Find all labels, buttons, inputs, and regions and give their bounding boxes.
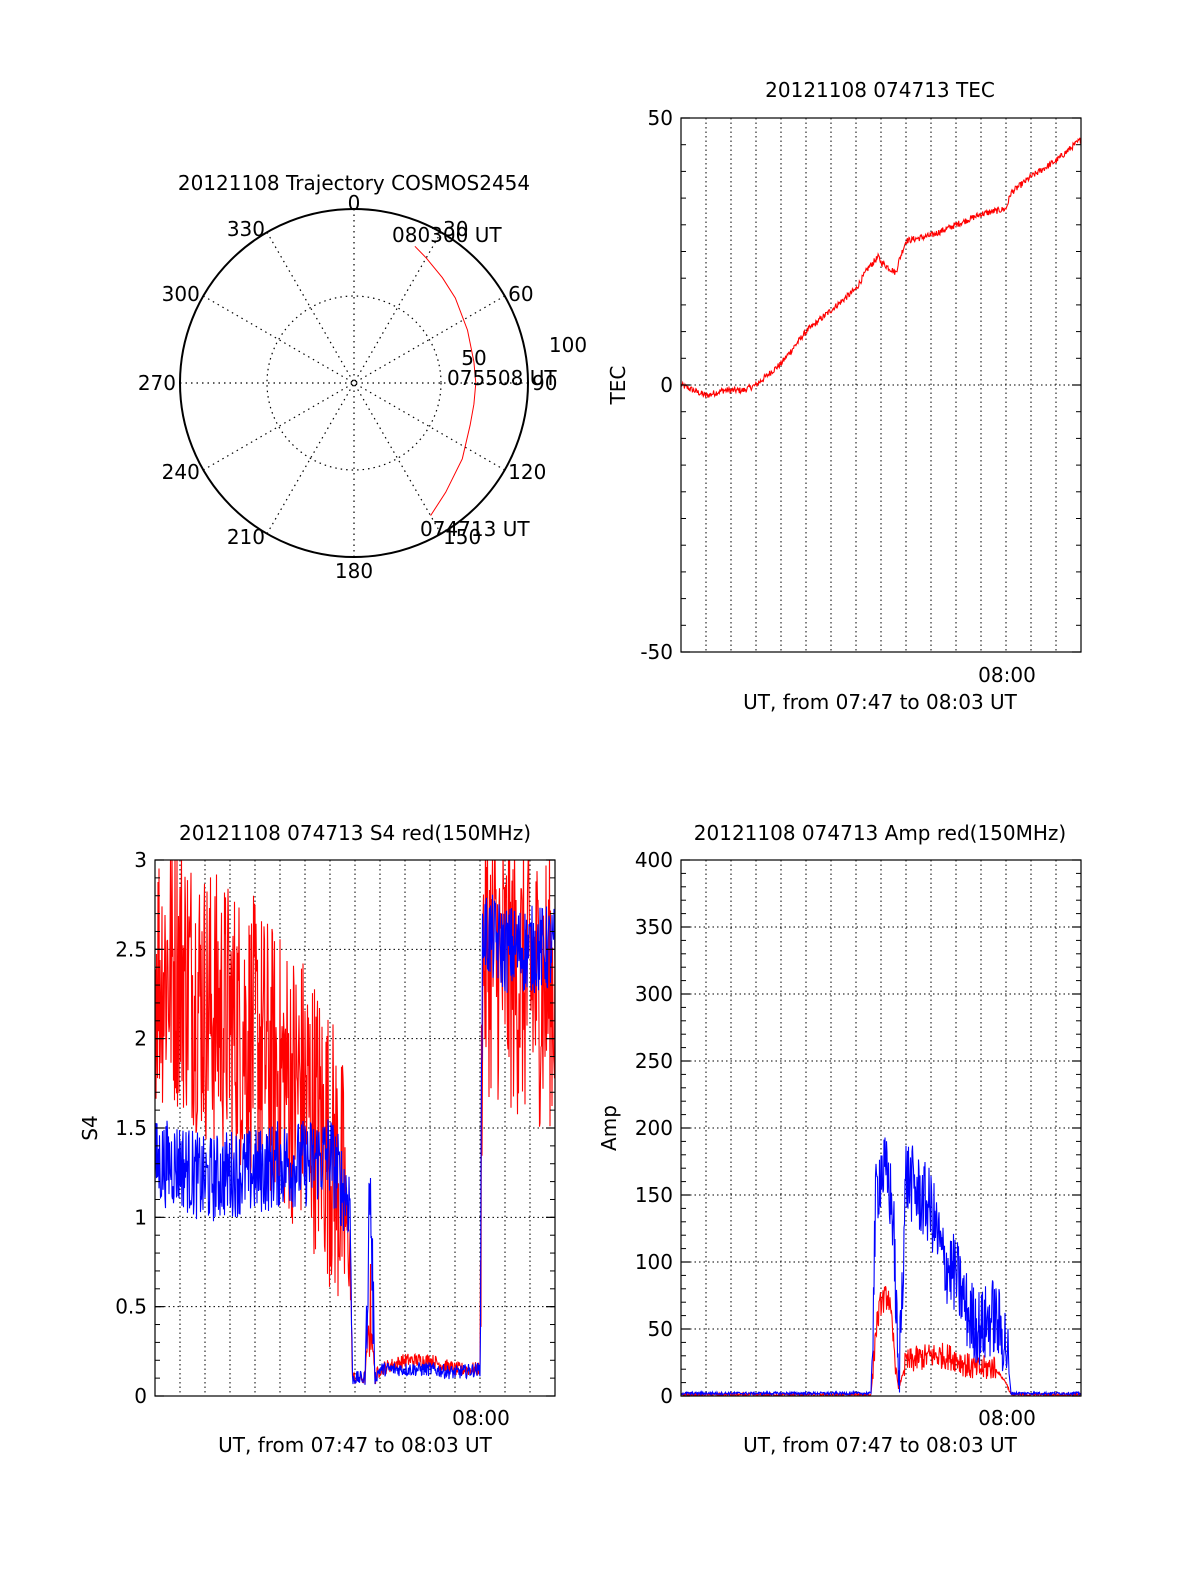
trajectory-panel: 20121108 Trajectory COSMOS2454 0 30 60 90 12… — [138, 171, 587, 583]
annotation-080300: 080300 UT — [392, 223, 502, 247]
polar-angle-label: 180 — [335, 559, 373, 583]
polar-angle-label: 30 — [443, 217, 468, 241]
y-tick-label: 150 — [635, 1183, 673, 1207]
red-series-line — [681, 137, 1081, 399]
polar-ring-50 — [266, 295, 442, 471]
annotation-074713: 074713 UT — [420, 517, 530, 541]
y-tick-label: 0 — [660, 373, 673, 397]
blue-series-line — [681, 1137, 1081, 1396]
tec-x-label: UT, from 07:47 to 08:03 UT — [743, 690, 1018, 714]
tec-title: 20121108 074713 TEC — [765, 78, 995, 102]
tec-frame — [680, 117, 1082, 653]
tec-series — [681, 137, 1081, 399]
y-tick-label: 100 — [635, 1250, 673, 1274]
y-tick-label: -50 — [640, 640, 673, 664]
y-tick-label: 3 — [134, 848, 147, 872]
polar-radial-label: 100 — [549, 333, 587, 357]
y-tick-label: 1 — [134, 1205, 147, 1229]
y-tick-label: 200 — [635, 1116, 673, 1140]
amp-title: 20121108 074713 Amp red(150MHz) — [694, 821, 1066, 845]
y-tick-label: 50 — [648, 106, 673, 130]
tec-grid — [681, 118, 1081, 652]
amp-y-label: Amp — [597, 1105, 621, 1151]
s4-frame — [154, 859, 556, 1397]
polar-angle-label: 150 — [443, 525, 481, 549]
trajectory-title: 20121108 Trajectory COSMOS2454 — [178, 171, 530, 195]
polar-angle-label: 210 — [227, 525, 265, 549]
y-tick-label: 2 — [134, 1027, 147, 1051]
blue-series-line — [155, 894, 555, 1385]
s4-title: 20121108 074713 S4 red(150MHz) — [179, 821, 531, 845]
s4-series — [155, 860, 555, 1385]
tec-y-label: TEC — [606, 366, 630, 406]
polar-grid — [179, 208, 529, 558]
trajectory-track — [414, 245, 477, 516]
amp-series — [681, 1137, 1081, 1396]
polar-angle-label: 90 — [532, 371, 557, 395]
polar-angle-label: 240 — [162, 460, 200, 484]
tec-panel: 20121108 074713 TEC 50 0 -50 08:00 UT, fro… — [606, 78, 1082, 714]
polar-angle-label: 120 — [508, 460, 546, 484]
polar-angle-label: 300 — [162, 282, 200, 306]
amp-frame — [680, 859, 1082, 1397]
y-tick-label: 250 — [635, 1049, 673, 1073]
amp-panel: 20121108 074713 Amp red(150MHz) 0 50 100 15… — [597, 821, 1082, 1457]
y-tick-label: 0 — [134, 1384, 147, 1408]
s4-panel: 20121108 074713 S4 red(150MHz) 0 0.5 1 1.5 2… — [78, 821, 556, 1457]
polar-angle-label: 270 — [138, 371, 176, 395]
s4-x-tick-label: 08:00 — [452, 1406, 510, 1430]
y-tick-label: 50 — [648, 1317, 673, 1341]
s4-y-ticks: 0 0.5 1 1.5 2 2.5 3 — [115, 848, 555, 1408]
y-tick-label: 300 — [635, 982, 673, 1006]
y-tick-label: 2.5 — [115, 937, 147, 961]
y-tick-label: 0.5 — [115, 1295, 147, 1319]
amp-x-label: UT, from 07:47 to 08:03 UT — [743, 1433, 1018, 1457]
polar-angle-label: 60 — [508, 282, 533, 306]
amp-x-tick-label: 08:00 — [978, 1406, 1036, 1430]
y-tick-label: 0 — [660, 1384, 673, 1408]
s4-y-label: S4 — [78, 1115, 102, 1140]
polar-angle-label: 330 — [227, 217, 265, 241]
y-tick-label: 400 — [635, 848, 673, 872]
s4-x-label: UT, from 07:47 to 08:03 UT — [218, 1433, 493, 1457]
annotation-075508: 075508 UT — [447, 366, 557, 390]
tec-x-tick-label: 08:00 — [978, 663, 1036, 687]
y-tick-label: 1.5 — [115, 1116, 147, 1140]
y-tick-label: 350 — [635, 915, 673, 939]
amp-y-ticks: 0 50 100 150 200 250 300 350 400 — [635, 848, 1081, 1408]
polar-angle-label: 0 — [348, 191, 361, 215]
